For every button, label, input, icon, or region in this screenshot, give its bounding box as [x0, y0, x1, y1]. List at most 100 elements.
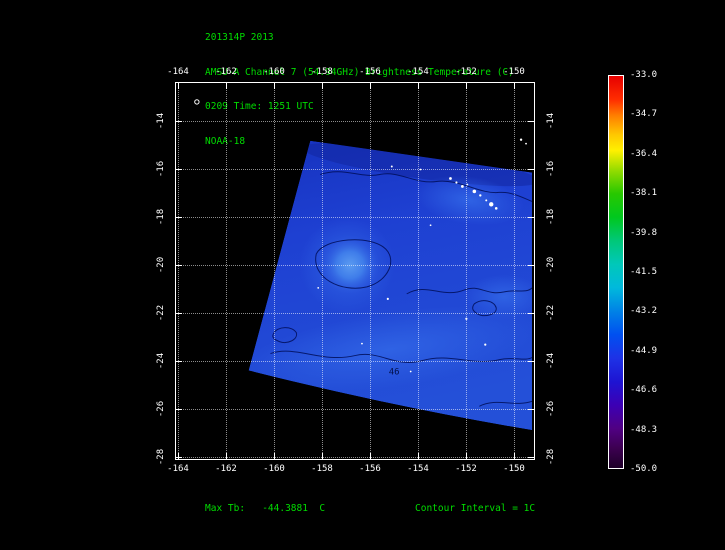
colorbar-tick-label: -43.2 — [630, 306, 658, 317]
tick-mark-left — [176, 217, 182, 218]
colorbar-tick-label: -48.3 — [630, 424, 658, 435]
x-tick-label-bottom: -158 — [311, 464, 333, 474]
tick-mark-top — [514, 83, 515, 89]
colorbar-tick-label: -38.1 — [630, 188, 658, 199]
tick-mark-left — [176, 313, 182, 314]
y-tick-label-left: -28 — [156, 448, 166, 466]
x-tick-label-top: -164 — [167, 67, 189, 77]
x-tick-label-top: -156 — [359, 67, 381, 77]
tick-mark-bottom — [178, 453, 179, 459]
x-tick-label-bottom: -156 — [359, 464, 381, 474]
tick-mark-bottom — [514, 453, 515, 459]
x-tick-label-top: -152 — [455, 67, 477, 77]
contour-line — [406, 287, 533, 295]
y-tick-label-right: -14 — [546, 112, 556, 130]
island-markers-layer — [194, 99, 527, 373]
y-tick-label-right: -26 — [546, 400, 556, 418]
colorbar-tick-label: -33.0 — [630, 70, 658, 80]
tick-mark-right — [528, 217, 534, 218]
contour-loop-small — [272, 327, 297, 343]
contour-lines — [270, 171, 533, 407]
tick-mark-right — [528, 409, 534, 410]
tick-mark-bottom — [370, 453, 371, 459]
max-tb-readout: Max Tb: -44.3881 C — [205, 503, 326, 514]
x-tick-label-bottom: -164 — [167, 464, 189, 474]
y-tick-label-left: -22 — [156, 304, 166, 322]
y-tick-label-left: -20 — [156, 256, 166, 274]
tick-mark-right — [528, 313, 534, 314]
tick-mark-top — [178, 83, 179, 89]
tick-mark-left — [176, 361, 182, 362]
warm-band-bottom — [248, 306, 533, 393]
x-tick-label-top: -158 — [311, 67, 333, 77]
x-tick-label-top: -154 — [407, 67, 429, 77]
tick-mark-left — [176, 409, 182, 410]
colorbar-tick-label: -46.6 — [630, 385, 658, 396]
contour-interval-readout: Contour Interval = 1C — [415, 503, 536, 514]
colorbar: -33.0 -34.7 -36.4 -38.1 -39.8 -41.5 -43.2 -44.9… — [608, 70, 698, 474]
y-tick-label-right: -24 — [546, 352, 556, 370]
y-tick-label-left: -14 — [156, 112, 166, 130]
x-tick-label-bottom: -154 — [407, 464, 429, 474]
x-tick-label-top: -150 — [503, 67, 525, 77]
tick-mark-top — [418, 83, 419, 89]
product-title: AMSU-A Channel 7 (54.94GHz) Brightness T… — [205, 66, 514, 78]
island-circle-marker — [194, 99, 200, 105]
contour-line — [320, 171, 533, 202]
y-tick-label-left: -16 — [156, 160, 166, 178]
satellite-name: NOAA-18 — [205, 135, 246, 147]
contour-line — [479, 400, 533, 407]
tick-mark-right — [528, 121, 534, 122]
tick-mark-bottom — [226, 453, 227, 459]
contour-loop-center — [315, 239, 392, 289]
tick-mark-top — [274, 83, 275, 89]
contour-loop-small — [472, 300, 497, 316]
tick-mark-left — [176, 265, 182, 266]
cold-band-top — [302, 142, 533, 187]
tick-mark-right — [528, 169, 534, 170]
tick-mark-bottom — [322, 453, 323, 459]
y-tick-label-left: -18 — [156, 208, 166, 226]
x-tick-label-top: -160 — [263, 67, 285, 77]
x-tick-label-bottom: -152 — [455, 464, 477, 474]
colorbar-tick-label: -41.5 — [630, 267, 658, 277]
y-tick-label-right: -22 — [546, 304, 556, 322]
colorbar-tick-label: -44.9 — [630, 345, 658, 356]
tick-mark-top — [226, 83, 227, 89]
colorbar-tick-label: -50.0 — [630, 464, 658, 474]
title-block: 201314P 2013 AMSU-A Channel 7 (54.94GHz)… — [205, 9, 514, 170]
y-tick-label-right: -28 — [546, 448, 556, 466]
x-tick-label-top: -162 — [215, 67, 237, 77]
colorbar-tick-label: -34.7 — [630, 109, 658, 120]
y-tick-label-left: -24 — [156, 352, 166, 370]
datetime-line: 0209 Time: 1251 UTC — [205, 101, 314, 112]
tick-mark-top — [466, 83, 467, 89]
warm-patch-upper-right — [415, 175, 524, 226]
tick-mark-top — [322, 83, 323, 89]
y-tick-label-right: -16 — [546, 160, 556, 178]
y-tick-label-left: -26 — [156, 400, 166, 418]
colorbar-tick-label: -36.4 — [630, 148, 658, 159]
tick-mark-left — [176, 121, 182, 122]
y-tick-label-right: -20 — [546, 256, 556, 274]
colorbar-gradient — [608, 75, 624, 469]
contour-value-label: 46 — [389, 367, 400, 377]
tick-mark-right — [528, 265, 534, 266]
x-tick-label-bottom: -150 — [503, 464, 525, 474]
y-tick-label-right: -18 — [546, 208, 556, 226]
x-tick-label-bottom: -162 — [215, 464, 237, 474]
storm-id: 201314P 2013 — [205, 32, 274, 43]
tick-mark-right — [528, 361, 534, 362]
tick-mark-right — [528, 457, 534, 458]
tick-mark-bottom — [466, 453, 467, 459]
tick-mark-left — [176, 457, 182, 458]
plot-area: 46 -164 -164 -162 -162 -160 -160 -158 -158 -156 -… — [156, 67, 556, 474]
tick-mark-left — [176, 169, 182, 170]
colorbar-tick-label: -39.8 — [630, 227, 658, 238]
warm-patch-right — [464, 274, 533, 319]
tick-mark-bottom — [274, 453, 275, 459]
tick-mark-top — [370, 83, 371, 89]
tick-mark-bottom — [418, 453, 419, 459]
x-tick-label-bottom: -160 — [263, 464, 285, 474]
